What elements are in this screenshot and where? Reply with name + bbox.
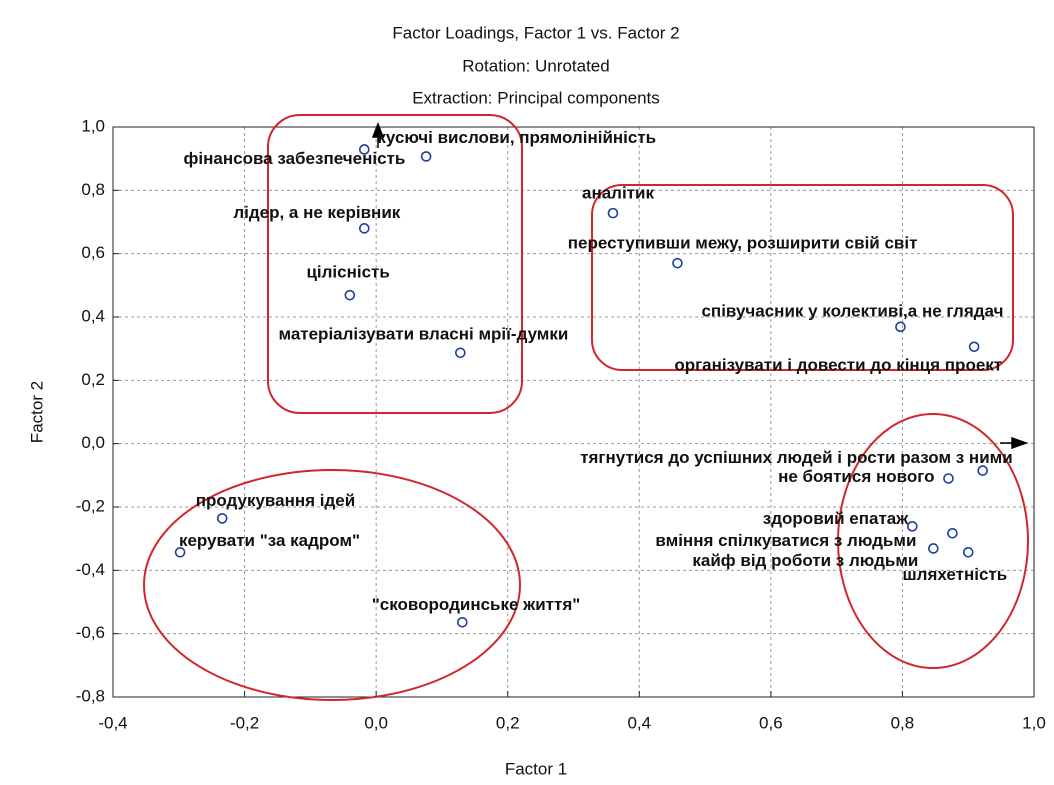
- y-tick-label: 0,6: [81, 243, 105, 262]
- point: [359, 144, 370, 155]
- point-label: вміння спілкуватися з людьми: [655, 531, 916, 550]
- y-tick-label: 1,0: [81, 116, 105, 135]
- x-tick-label: -0,4: [98, 713, 127, 732]
- point-label: фінансова забезпеченість: [184, 149, 406, 168]
- point: [420, 151, 432, 162]
- x-tick-label: 0,6: [759, 713, 783, 732]
- group-outline: [267, 114, 523, 414]
- point: [607, 207, 619, 219]
- point-label: кусючі вислови, прямолінійність: [377, 128, 656, 147]
- point-label: не боятися нового: [778, 467, 934, 486]
- point: [968, 341, 980, 353]
- point: [455, 347, 466, 359]
- y-tick-label: -0,4: [76, 560, 105, 579]
- point-label: шляхетність: [903, 565, 1008, 584]
- x-tick-label: 1,0: [1022, 713, 1046, 732]
- chart-subtitle: Extraction: Principal components: [412, 88, 660, 107]
- x-tick-label: 0,8: [891, 713, 915, 732]
- point: [895, 321, 906, 333]
- point-label: здоровий епатаж: [763, 509, 909, 528]
- group-outline: [591, 184, 1014, 371]
- point: [216, 513, 228, 524]
- point: [947, 527, 958, 539]
- point-label: "сковородинське життя": [372, 595, 581, 614]
- point-label: тягнутися до успішних людей і рости разо…: [580, 448, 1012, 467]
- point: [457, 616, 468, 628]
- point-label: переступивши межу, розширити свій світ: [568, 234, 918, 253]
- point-label: аналітик: [582, 184, 654, 203]
- point-label: цілісність: [306, 263, 389, 282]
- y-tick-label: 0,4: [81, 306, 105, 325]
- y-tick-label: 0,2: [81, 370, 105, 389]
- x-tick-label: 0,0: [364, 713, 388, 732]
- point: [928, 543, 939, 554]
- point: [906, 521, 918, 532]
- point-label: матеріалізувати власні мрії-думки: [278, 324, 568, 343]
- y-axis-label: Factor 2: [27, 381, 46, 443]
- point-label: продукування ідей: [196, 491, 356, 510]
- axis-arrows: [371, 121, 1029, 450]
- y-tick-label: 0,0: [81, 433, 105, 452]
- point-label: лідер, а не керівник: [233, 203, 400, 222]
- point: [977, 465, 988, 476]
- point: [174, 546, 186, 558]
- y-tick-label: 0,8: [81, 180, 105, 199]
- y-tick-label: -0,2: [76, 496, 105, 515]
- x-tick-label: 0,2: [496, 713, 520, 732]
- point-label: кайф від роботи з людьми: [692, 551, 918, 570]
- point-label: організувати і довести до кінця проект: [674, 355, 1002, 374]
- chart-subtitle: Rotation: Unrotated: [462, 56, 609, 75]
- arrow-head: [1011, 436, 1029, 450]
- annotations: [143, 114, 1029, 701]
- plot-frame: [112, 126, 1035, 698]
- point: [672, 257, 683, 269]
- point: [344, 289, 356, 301]
- chart-title: Factor Loadings, Factor 1 vs. Factor 2: [392, 23, 679, 42]
- y-tick-label: -0,6: [76, 623, 105, 642]
- point: [943, 473, 954, 484]
- y-tick-label: -0,8: [76, 686, 105, 705]
- x-tick-label: -0,2: [230, 713, 259, 732]
- point: [359, 223, 370, 234]
- point-label: співучасник у колективі,а не глядач: [701, 301, 1003, 320]
- x-tick-label: 0,4: [627, 713, 651, 732]
- point: [962, 546, 974, 558]
- x-axis-label: Factor 1: [505, 759, 567, 778]
- arrow-head: [371, 121, 385, 138]
- group-outline: [837, 413, 1029, 669]
- point-label: керувати "за кадром": [179, 531, 360, 550]
- group-outline: [143, 469, 521, 701]
